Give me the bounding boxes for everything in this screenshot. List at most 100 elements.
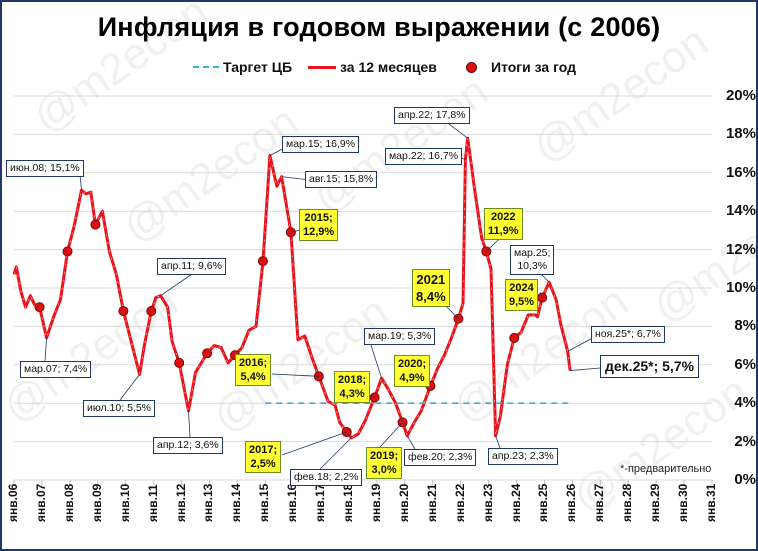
year-end-marker xyxy=(118,306,129,316)
callout-leader xyxy=(44,337,47,362)
year-end-marker xyxy=(34,302,45,313)
x-tick-label: янв.08 xyxy=(61,483,76,522)
x-tick-label: янв.17 xyxy=(313,483,328,522)
year-callout-2020: 2020; 4,9% xyxy=(394,355,431,387)
y-tick-label: 10% xyxy=(725,279,756,296)
y-tick-label: 12% xyxy=(725,240,756,258)
dashed-line-icon xyxy=(193,66,219,68)
callout-mar19: мар.19; 5,3% xyxy=(364,328,436,345)
callout-apr11: апр.11; 9,6% xyxy=(157,258,226,275)
footnote: *-предварительно xyxy=(620,463,712,475)
callout-leader xyxy=(486,237,501,252)
y-tick-label: 18% xyxy=(725,125,756,143)
callout-feb18: фев.18; 2,2% xyxy=(290,469,363,486)
callout-apr22: апр.22; 17,8% xyxy=(394,107,470,124)
x-tick-label: янв.26 xyxy=(564,483,579,522)
callout-aug15: авг.15; 15,8% xyxy=(305,171,378,188)
callout-jul10: июл.10; 5,5% xyxy=(83,400,155,417)
callout-apr12: апр.12; 3,6% xyxy=(153,437,223,454)
x-tick-label: янв.11 xyxy=(145,484,160,522)
y-tick-label: 6% xyxy=(734,355,756,373)
y-tick-label: 8% xyxy=(734,317,756,335)
callout-leader xyxy=(369,341,382,379)
callout-leader xyxy=(379,422,403,448)
year-end-marker xyxy=(174,357,185,368)
year-end-marker xyxy=(146,306,157,316)
callout-leader xyxy=(271,373,319,377)
solid-line-icon xyxy=(308,65,336,69)
x-tick-label: янв.22 xyxy=(452,483,467,522)
y-tick-label: 20% xyxy=(725,87,756,104)
y-tick-label: 14% xyxy=(725,202,756,220)
legend-label-yearly: Итоги за год xyxy=(491,59,576,75)
x-tick-label: янв.31 xyxy=(704,483,718,522)
y-tick-label: 2% xyxy=(734,432,756,450)
callout-leader xyxy=(539,291,543,298)
callout-mar07: мар.07; 7,4% xyxy=(20,361,92,378)
callout-leader xyxy=(319,437,352,470)
callout-nov25: ноя.25*; 6,7% xyxy=(591,326,665,343)
year-callout-2018: 2018; 4,3% xyxy=(334,371,371,403)
legend-label-target: Таргет ЦБ xyxy=(223,59,293,75)
chart-legend: Таргет ЦБ за 12 месяцев Итоги за год xyxy=(0,59,758,79)
year-callout-2019: 2019; 3,0% xyxy=(366,447,403,479)
callout-leader xyxy=(495,435,501,449)
callout-leader xyxy=(290,229,301,233)
callout-apr23: апр.23; 2,3% xyxy=(488,448,558,465)
callout-dec25: дек.25*; 5,7% xyxy=(600,355,700,378)
year-callout-2016: 2016; 5,4% xyxy=(235,354,272,386)
callout-leader xyxy=(406,435,416,450)
x-tick-label: янв.23 xyxy=(480,483,495,522)
x-tick-label: янв.10 xyxy=(117,483,132,522)
x-tick-label: янв.12 xyxy=(173,483,188,522)
dot-marker-icon xyxy=(466,61,477,73)
year-callout-2021: 2021 8,4% xyxy=(412,269,450,307)
x-tick-label: янв.13 xyxy=(201,483,216,522)
x-tick-label: янв.30 xyxy=(676,483,691,522)
year-end-marker xyxy=(202,348,213,359)
inflation-line-highlight xyxy=(13,138,571,439)
callout-mar15: мар.15; 16,9% xyxy=(282,136,360,153)
x-tick-label: янв.25 xyxy=(536,483,551,522)
chart-title: Инфляция в годовом выражении (с 2006) xyxy=(97,12,661,42)
callout-leader xyxy=(188,410,191,438)
x-tick-label: янв.27 xyxy=(592,483,607,522)
x-tick-label: янв.09 xyxy=(89,483,104,522)
x-tick-label: янв.06 xyxy=(6,483,20,522)
legend-label-monthly: за 12 месяцев xyxy=(340,59,437,75)
legend-item-target: Таргет ЦБ xyxy=(193,59,292,75)
callout-mar22: мар.22; 16,7% xyxy=(385,148,463,165)
year-callout-2024: 2024 9,5% xyxy=(505,279,539,311)
y-tick-label: 4% xyxy=(734,394,756,412)
callout-leader xyxy=(160,271,196,297)
year-callout-2017: 2017; 2,5% xyxy=(245,441,282,473)
x-tick-label: янв.16 xyxy=(285,483,300,522)
year-end-marker xyxy=(62,246,73,257)
x-tick-label: янв.18 xyxy=(341,483,356,522)
y-tick-label: 0% xyxy=(734,471,756,488)
callout-leader xyxy=(570,367,601,371)
callout-leader xyxy=(79,174,82,191)
year-end-marker xyxy=(509,333,520,343)
legend-item-monthly: за 12 месяцев xyxy=(308,59,437,75)
callout-leader xyxy=(119,374,140,401)
callout-mar25: мар.25; 10,3% xyxy=(510,245,555,275)
x-tick-label: янв.24 xyxy=(508,483,523,522)
x-tick-label: янв.29 xyxy=(648,483,663,522)
x-tick-label: янв.07 xyxy=(33,483,48,522)
x-tick-label: янв.15 xyxy=(257,483,272,522)
year-end-marker xyxy=(258,256,268,267)
callout-leader xyxy=(281,431,347,456)
legend-item-yearly: Итоги за год xyxy=(466,59,576,75)
x-tick-label: янв.28 xyxy=(620,483,635,522)
y-tick-label: 16% xyxy=(725,163,756,181)
year-callout-2022: 2022 11,9% xyxy=(484,208,523,240)
callout-feb20: фев.20; 2,3% xyxy=(404,449,477,466)
year-end-marker xyxy=(90,219,101,230)
year-callout-2015: 2015; 12,9% xyxy=(299,209,339,241)
x-tick-label: янв.19 xyxy=(368,483,383,522)
x-tick-label: янв.20 xyxy=(396,483,411,522)
callout-jun08: июн.08; 15,1% xyxy=(6,160,84,177)
x-tick-label: янв.14 xyxy=(229,483,244,522)
